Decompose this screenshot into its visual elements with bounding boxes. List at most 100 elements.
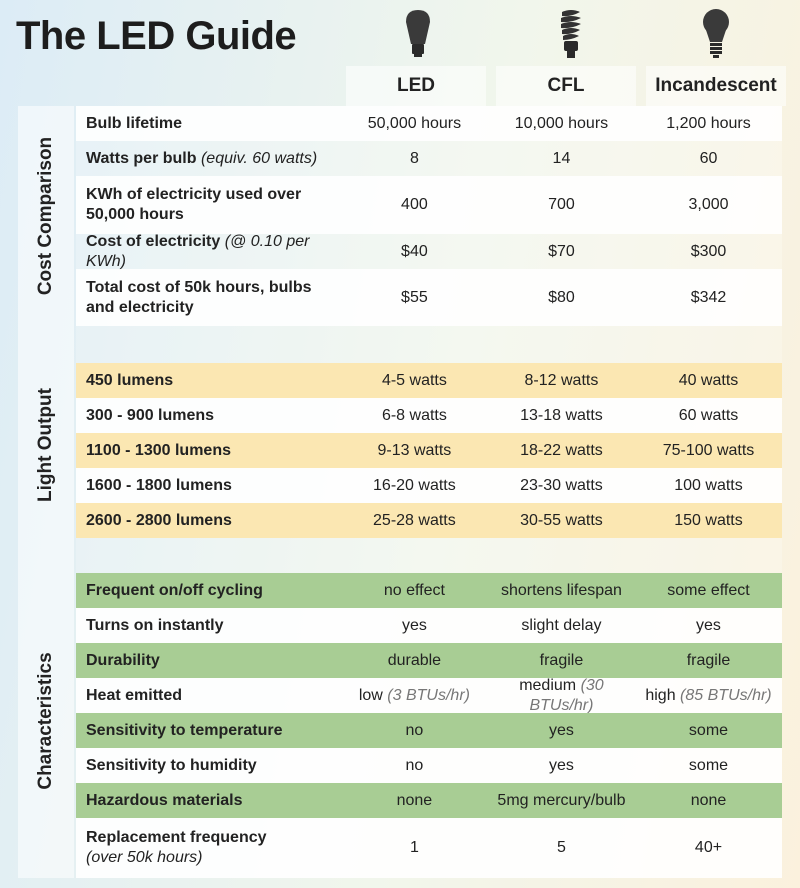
section-divider — [76, 538, 782, 573]
section-light-output: Light Output — [18, 326, 74, 563]
row-label: Replacement frequency — [86, 829, 267, 846]
cell-incandescent: yes — [696, 616, 721, 634]
cell-incandescent: 40+ — [694, 839, 723, 857]
table-row: 1600 - 1800 lumens 16-20 watts 23-30 wat… — [76, 468, 782, 503]
row-label: Sensitivity to humidity — [86, 756, 257, 774]
cell-led: $55 — [401, 288, 428, 306]
cell-led: no effect — [383, 581, 445, 599]
section-label: Characteristics — [35, 651, 56, 790]
cell-note: (85 BTUs/hr) — [680, 686, 772, 704]
cell-note: (30 BTUs/hr) — [529, 677, 604, 714]
row-label: 1600 - 1800 lumens — [86, 476, 232, 494]
section-divider — [76, 326, 782, 363]
row-label: Durability — [86, 651, 160, 669]
table-row: Hazardous materials none 5mg mercury/bul… — [76, 783, 782, 818]
table-row: Watts per bulb (equiv. 60 watts) 8 14 60 — [76, 141, 782, 176]
cell-led: low (3 BTUs/hr) — [341, 686, 488, 705]
section-cost-comparison: Cost Comparison — [18, 106, 74, 326]
table-row: Bulb lifetime 50,000 hours 10,000 hours … — [76, 106, 782, 141]
cell-led: 25-28 watts — [373, 511, 456, 529]
row-note: (equiv. 60 watts) — [200, 149, 318, 167]
section-characteristics: Characteristics — [18, 563, 74, 878]
cell-cfl: $70 — [548, 242, 575, 260]
cell-led: 9-13 watts — [377, 441, 452, 459]
cell-incandescent: 3,000 — [688, 196, 729, 214]
cell-incandescent: 75-100 watts — [662, 441, 755, 459]
cell-led: no — [405, 756, 424, 774]
cell-incandescent: some — [688, 721, 729, 739]
led-bulb-icon — [406, 10, 430, 57]
cell-incandescent: high (85 BTUs/hr) — [635, 686, 782, 705]
cell-cfl: medium (30 BTUs/hr) — [488, 676, 635, 714]
cell-led: 400 — [401, 196, 428, 214]
row-label: Frequent on/off cycling — [86, 581, 263, 599]
table-row: Replacement frequency (over 50k hours) 1 … — [76, 818, 782, 878]
row-label: Total cost of 50k hours, bulbs and elect… — [86, 278, 312, 316]
cell-cfl: 700 — [548, 196, 575, 214]
cell-value: medium — [519, 677, 577, 695]
row-note: (@ 0.10 per KWh) — [86, 232, 310, 270]
cell-led: 50,000 hours — [367, 114, 462, 132]
cell-incandescent: some — [688, 756, 729, 774]
cell-cfl: fragile — [539, 651, 584, 669]
cell-cfl: 18-22 watts — [520, 441, 603, 459]
row-label: Watts per bulb — [86, 149, 197, 167]
cell-led: durable — [387, 651, 442, 669]
table-row: 1100 - 1300 lumens 9-13 watts 18-22 watt… — [76, 433, 782, 468]
table-row: KWh of electricity used over 50,000 hour… — [76, 176, 782, 234]
cell-led: 16-20 watts — [373, 476, 456, 494]
table-row: 450 lumens 4-5 watts 8-12 watts 40 watts — [76, 363, 782, 398]
row-label: Turns on instantly — [86, 616, 224, 634]
cell-cfl: slight delay — [521, 616, 602, 634]
table-row: Sensitivity to temperature no yes some — [76, 713, 782, 748]
table-row: Frequent on/off cycling no effect shorte… — [76, 573, 782, 608]
cell-incandescent: fragile — [686, 651, 731, 669]
cell-led: 4-5 watts — [381, 371, 447, 389]
section-label: Cost Comparison — [35, 136, 56, 296]
page-title: The LED Guide — [16, 14, 297, 58]
row-label: 1100 - 1300 lumens — [86, 441, 231, 459]
cell-cfl: 8-12 watts — [524, 371, 599, 389]
cell-cfl: $80 — [548, 288, 575, 306]
table-row: Total cost of 50k hours, bulbs and elect… — [76, 269, 782, 326]
cell-incandescent: $300 — [690, 242, 727, 260]
row-label: Hazardous materials — [86, 791, 243, 809]
cell-cfl: 23-30 watts — [520, 476, 603, 494]
cell-value: low — [358, 686, 383, 704]
cell-led: yes — [401, 616, 427, 634]
cell-cfl: shortens lifespan — [500, 581, 622, 599]
row-label: KWh of electricity used over 50,000 hour… — [86, 186, 302, 223]
column-header-cfl: CFL — [496, 66, 636, 106]
incandescent-bulb-icon — [703, 9, 729, 58]
row-note: (over 50k hours) — [86, 849, 203, 866]
row-label: 450 lumens — [86, 371, 174, 389]
cell-cfl: 30-55 watts — [520, 511, 603, 529]
cell-led: 8 — [409, 149, 419, 167]
cell-incandescent: some effect — [667, 581, 750, 599]
cell-led: 6-8 watts — [381, 406, 447, 424]
row-label: Heat emitted — [86, 686, 183, 704]
cell-incandescent: none — [690, 791, 727, 809]
row-label: Sensitivity to temperature — [86, 721, 283, 739]
section-label: Light Output — [35, 387, 56, 502]
cell-incandescent: 100 watts — [674, 476, 743, 494]
table-row: 300 - 900 lumens 6-8 watts 13-18 watts 6… — [76, 398, 782, 433]
row-label: Cost of electricity — [86, 232, 221, 250]
cfl-bulb-icon — [561, 10, 581, 58]
cell-led: none — [396, 791, 433, 809]
table-row: Sensitivity to humidity no yes some — [76, 748, 782, 783]
table-row: Durability durable fragile fragile — [76, 643, 782, 678]
cell-incandescent: $342 — [690, 288, 727, 306]
cell-cfl: yes — [548, 756, 574, 774]
cell-incandescent: 1,200 hours — [666, 114, 751, 132]
table-row: Heat emitted low (3 BTUs/hr) medium (30 … — [76, 676, 782, 714]
cell-led: $40 — [401, 242, 428, 260]
cell-incandescent: 60 watts — [678, 406, 739, 424]
cell-value: high — [645, 686, 676, 704]
cell-incandescent: 150 watts — [674, 511, 743, 529]
cell-cfl: 14 — [552, 149, 571, 167]
cell-note: (3 BTUs/hr) — [387, 686, 470, 704]
cell-cfl: 5mg mercury/bulb — [497, 791, 626, 809]
table-row: Turns on instantly yes slight delay yes — [76, 608, 782, 643]
table-row: 2600 - 2800 lumens 25-28 watts 30-55 wat… — [76, 503, 782, 538]
